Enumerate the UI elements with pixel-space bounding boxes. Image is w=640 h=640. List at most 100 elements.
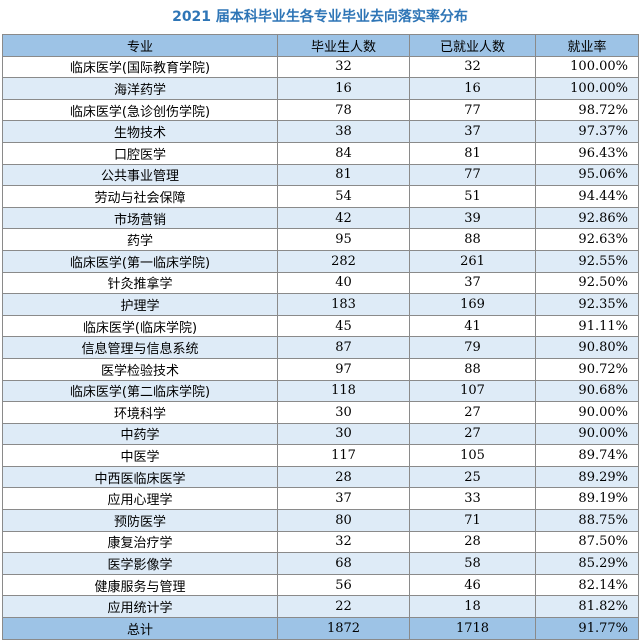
cell-graduates: 30 — [277, 422, 410, 446]
cell-rate: 100.00% — [535, 77, 639, 100]
cell-major: 应用统计学 — [2, 595, 278, 619]
cell-major: 海洋药学 — [2, 77, 278, 100]
cell-employed: 46 — [409, 573, 536, 597]
total-rate: 91.77% — [535, 617, 639, 640]
cell-major: 针灸推拿学 — [2, 271, 278, 295]
cell-employed: 33 — [409, 487, 536, 511]
cell-employed: 27 — [409, 401, 536, 424]
cell-major: 市场营销 — [2, 206, 278, 230]
cell-graduates: 81 — [277, 163, 410, 187]
cell-graduates: 118 — [277, 379, 410, 403]
cell-rate: 95.06% — [535, 163, 639, 187]
cell-graduates: 32 — [277, 530, 410, 554]
table-row: 中西医临床医学 28 25 89.29% — [2, 465, 639, 489]
cell-major: 信息管理与信息系统 — [2, 336, 278, 359]
cell-rate: 89.74% — [535, 444, 639, 467]
cell-rate: 92.63% — [535, 228, 639, 251]
table-row: 海洋药学 16 16 100.00% — [2, 77, 639, 100]
cell-graduates: 38 — [277, 120, 410, 143]
cell-major: 护理学 — [2, 293, 278, 316]
cell-employed: 71 — [409, 509, 536, 532]
cell-graduates: 37 — [277, 487, 410, 511]
cell-graduates: 183 — [277, 293, 410, 316]
cell-rate: 87.50% — [535, 530, 639, 554]
table-row: 市场营销 42 39 92.86% — [2, 206, 639, 230]
header-rate: 就业率 — [535, 34, 639, 57]
cell-major: 药学 — [2, 228, 278, 251]
table-row: 针灸推拿学 40 37 92.50% — [2, 271, 639, 295]
cell-major: 健康服务与管理 — [2, 573, 278, 597]
cell-major: 口腔医学 — [2, 141, 278, 165]
cell-rate: 96.43% — [535, 141, 639, 165]
cell-employed: 28 — [409, 530, 536, 554]
cell-employed: 37 — [409, 120, 536, 143]
table-row: 中药学 30 27 90.00% — [2, 422, 639, 446]
table-row: 信息管理与信息系统 87 79 90.80% — [2, 336, 639, 359]
cell-rate: 90.00% — [535, 422, 639, 446]
header-graduates: 毕业生人数 — [277, 34, 410, 57]
table-row: 医学检验技术 97 88 90.72% — [2, 357, 639, 381]
header-major: 专业 — [2, 34, 278, 57]
table-row: 口腔医学 84 81 96.43% — [2, 141, 639, 165]
table-row: 康复治疗学 32 28 87.50% — [2, 530, 639, 554]
cell-graduates: 42 — [277, 206, 410, 230]
cell-major: 中医学 — [2, 444, 278, 467]
table-row: 生物技术 38 37 97.37% — [2, 120, 639, 143]
cell-graduates: 84 — [277, 141, 410, 165]
cell-employed: 105 — [409, 444, 536, 467]
cell-employed: 18 — [409, 595, 536, 619]
cell-rate: 92.86% — [535, 206, 639, 230]
table-row: 药学 95 88 92.63% — [2, 228, 639, 251]
cell-rate: 85.29% — [535, 552, 639, 575]
cell-rate: 82.14% — [535, 573, 639, 597]
cell-employed: 81 — [409, 141, 536, 165]
cell-employed: 77 — [409, 163, 536, 187]
cell-rate: 92.50% — [535, 271, 639, 295]
cell-employed: 58 — [409, 552, 536, 575]
table-row: 医学影像学 68 58 85.29% — [2, 552, 639, 575]
cell-major: 中西医临床医学 — [2, 465, 278, 489]
table-row: 临床医学(临床学院) 45 41 91.11% — [2, 314, 639, 338]
cell-major: 医学影像学 — [2, 552, 278, 575]
cell-rate: 91.11% — [535, 314, 639, 338]
cell-major: 环境科学 — [2, 401, 278, 424]
cell-graduates: 22 — [277, 595, 410, 619]
table-row: 临床医学(第二临床学院) 118 107 90.68% — [2, 379, 639, 403]
cell-rate: 89.29% — [535, 465, 639, 489]
cell-major: 临床医学(国际教育学院) — [2, 55, 278, 79]
cell-employed: 39 — [409, 206, 536, 230]
table-row: 健康服务与管理 56 46 82.14% — [2, 573, 639, 597]
cell-major: 劳动与社会保障 — [2, 185, 278, 208]
cell-graduates: 97 — [277, 357, 410, 381]
header-row: 专业 毕业生人数 已就业人数 就业率 — [2, 34, 639, 57]
total-employed: 1718 — [409, 617, 536, 640]
table-body: 临床医学(国际教育学院) 32 32 100.00% 海洋药学 16 16 100.00% 临床… — [2, 55, 639, 619]
total-label: 总计 — [2, 617, 278, 640]
cell-graduates: 117 — [277, 444, 410, 467]
cell-graduates: 32 — [277, 55, 410, 79]
cell-rate: 92.55% — [535, 249, 639, 273]
cell-major: 临床医学(急诊创伤学院) — [2, 98, 278, 122]
cell-graduates: 78 — [277, 98, 410, 122]
cell-graduates: 87 — [277, 336, 410, 359]
table-row: 公共事业管理 81 77 95.06% — [2, 163, 639, 187]
cell-graduates: 30 — [277, 401, 410, 424]
cell-rate: 94.44% — [535, 185, 639, 208]
table-row: 应用心理学 37 33 89.19% — [2, 487, 639, 511]
cell-graduates: 28 — [277, 465, 410, 489]
cell-rate: 97.37% — [535, 120, 639, 143]
cell-rate: 89.19% — [535, 487, 639, 511]
cell-employed: 37 — [409, 271, 536, 295]
cell-graduates: 45 — [277, 314, 410, 338]
total-graduates: 1872 — [277, 617, 410, 640]
table-row: 应用统计学 22 18 81.82% — [2, 595, 639, 619]
cell-employed: 107 — [409, 379, 536, 403]
cell-major: 中药学 — [2, 422, 278, 446]
table-row: 中医学 117 105 89.74% — [2, 444, 639, 467]
cell-major: 预防医学 — [2, 509, 278, 532]
cell-graduates: 16 — [277, 77, 410, 100]
cell-graduates: 282 — [277, 249, 410, 273]
table-row: 临床医学(急诊创伤学院) 78 77 98.72% — [2, 98, 639, 122]
cell-major: 临床医学(第二临床学院) — [2, 379, 278, 403]
cell-rate: 100.00% — [535, 55, 639, 79]
